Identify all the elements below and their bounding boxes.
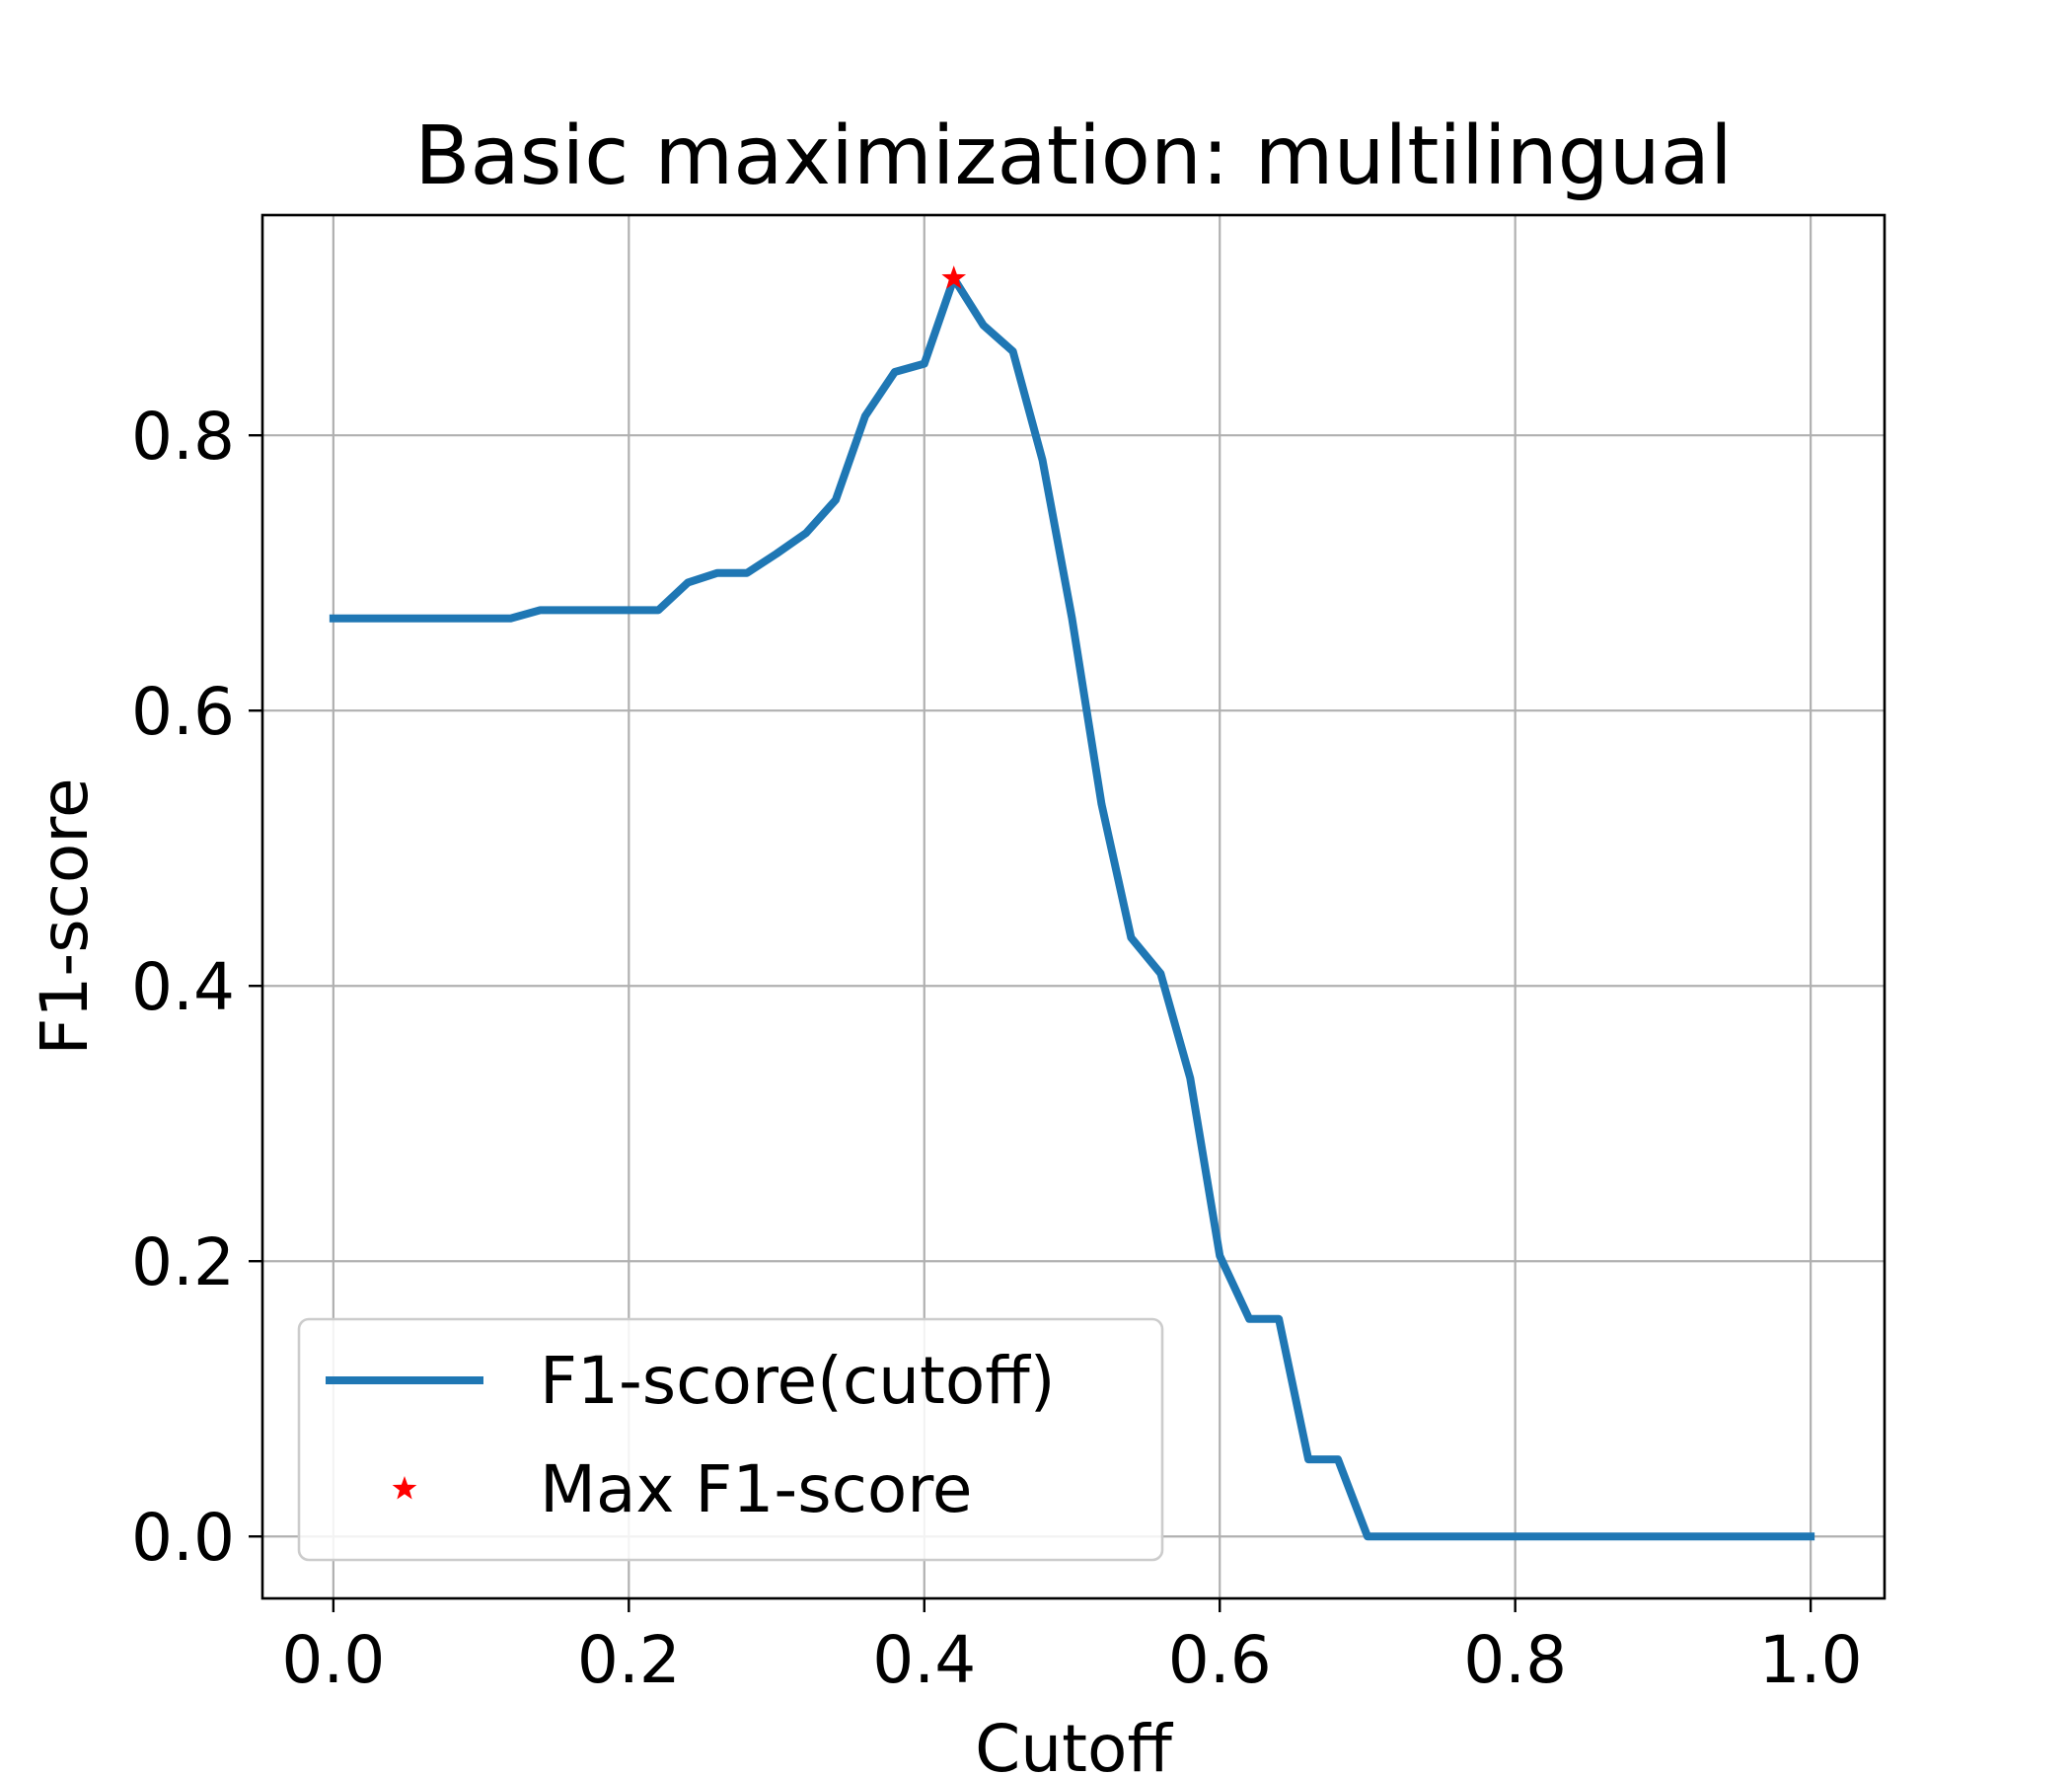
y-tick-label: 0.0 (131, 1500, 235, 1576)
y-axis-label: F1-score (27, 777, 103, 1055)
x-tick-label: 0.2 (577, 1622, 681, 1698)
y-axis-ticks: 0.0 0.2 0.4 0.6 0.8 (131, 399, 262, 1576)
x-tick-label: 0.0 (281, 1622, 385, 1698)
series-layer (329, 265, 1815, 1541)
y-tick-label: 0.2 (131, 1224, 235, 1300)
y-tick-label: 0.4 (131, 949, 235, 1025)
legend-label-f1-score-cutoff: F1-score(cutoff) (540, 1343, 1055, 1419)
legend-box (297, 1317, 1164, 1562)
x-axis-label: Cutoff (975, 1711, 1173, 1776)
x-tick-label: 0.6 (1168, 1622, 1272, 1698)
chart-title: Basic maximization: multilingual (414, 110, 1732, 203)
x-tick-label: 0.4 (872, 1622, 976, 1698)
y-tick-label: 0.6 (131, 674, 235, 750)
plot-frame (260, 213, 1887, 1600)
legend-label-max-f1-score: Max F1-score (540, 1451, 973, 1527)
legend-star-swatch (392, 1476, 417, 1500)
legend: F1-score(cutoff) Max F1-score (297, 1317, 1164, 1562)
x-tick-label: 1.0 (1759, 1622, 1863, 1698)
series-line-f1-score-cutoff (329, 274, 1815, 1541)
max-f1-score-point (941, 265, 967, 289)
x-tick-label: 0.8 (1463, 1622, 1567, 1698)
x-axis-ticks: 0.0 0.2 0.4 0.6 0.8 1.0 (281, 1598, 1863, 1698)
y-tick-label: 0.8 (131, 399, 235, 475)
